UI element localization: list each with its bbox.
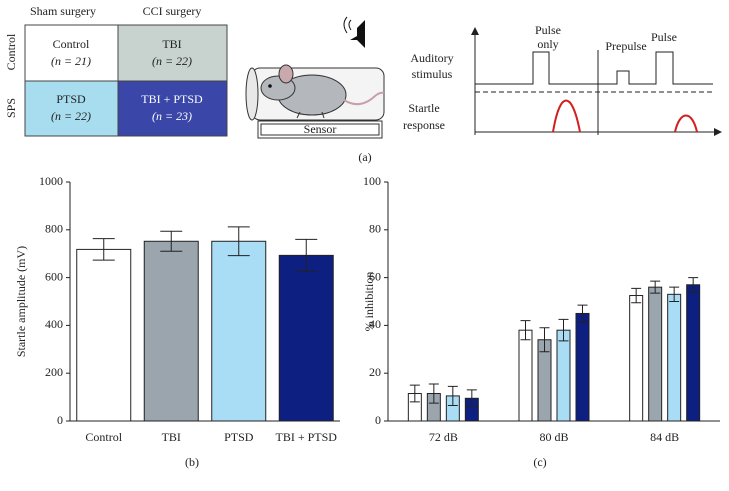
y-tick-label: 80 — [369, 222, 381, 236]
error-bar — [295, 238, 318, 272]
error-bar — [650, 280, 661, 294]
bar — [556, 329, 571, 422]
stimulus-diagram — [471, 27, 722, 136]
diagram-label: response — [403, 118, 445, 132]
x-tick-label: 72 dB — [429, 430, 458, 444]
y-tick-label: 0 — [375, 413, 381, 427]
bar — [629, 295, 644, 422]
panel-caption: (c) — [533, 455, 546, 469]
y-axis-label: Startle amplitude (mV) — [14, 246, 28, 357]
mouse-illustration — [245, 16, 385, 139]
cell-group: TBI + PTSD — [141, 92, 203, 106]
diagram-label: stimulus — [412, 67, 453, 81]
diagram-label: Pulse — [535, 23, 561, 37]
x-tick-label: 84 dB — [650, 430, 679, 444]
bar — [278, 254, 334, 422]
cell-n: (n = 22) — [51, 109, 91, 123]
y-tick-label: 400 — [45, 317, 63, 331]
diagram-label: Startle — [408, 101, 439, 115]
error-bar — [669, 286, 680, 302]
error-bar — [227, 226, 250, 257]
column-header: CCI surgery — [143, 4, 202, 18]
error-bar — [466, 389, 477, 408]
bar — [575, 312, 590, 422]
error-bar — [558, 318, 569, 342]
y-tick-label: 60 — [369, 269, 381, 283]
x-tick-label: TBI + PTSD — [276, 430, 338, 444]
bar — [648, 286, 663, 422]
sensor-label: Sensor — [304, 122, 337, 136]
diagram-label: only — [537, 37, 558, 51]
error-bar — [428, 383, 439, 404]
cell-n: (n = 22) — [152, 54, 192, 68]
diagram-label: Prepulse — [605, 39, 646, 53]
y-axis-label: % inhibition — [362, 272, 376, 332]
cell-n: (n = 23) — [152, 109, 192, 123]
panel-caption: (a) — [358, 150, 371, 164]
row-header: SPS — [4, 98, 18, 118]
error-bar — [160, 230, 183, 252]
bar — [211, 240, 267, 422]
error-bar — [447, 385, 458, 406]
cell-group: TBI — [162, 37, 181, 51]
cell — [24, 24, 119, 82]
diagram-label: Pulse — [651, 30, 677, 44]
error-bar — [688, 277, 699, 293]
y-tick-label: 1000 — [39, 174, 63, 188]
y-tick-label: 100 — [363, 174, 381, 188]
bar — [143, 240, 199, 422]
cell — [117, 80, 228, 137]
bar — [686, 284, 701, 422]
bar — [667, 293, 682, 422]
error-bar — [539, 327, 550, 353]
x-tick-label: TBI — [162, 430, 181, 444]
x-tick-label: Control — [85, 430, 122, 444]
column-header: Sham surgery — [30, 4, 96, 18]
bar — [518, 329, 533, 422]
x-tick-label: PTSD — [224, 430, 254, 444]
y-tick-label: 20 — [369, 365, 381, 379]
error-bar — [520, 320, 531, 341]
x-tick-label: 80 dB — [539, 430, 568, 444]
bar — [76, 248, 132, 422]
error-bar — [409, 384, 420, 403]
cell-group: Control — [53, 37, 90, 51]
diagram-label: Auditory — [410, 51, 453, 65]
panel-caption: (b) — [185, 455, 199, 469]
y-tick-label: 0 — [57, 413, 63, 427]
cell-group: PTSD — [56, 92, 86, 106]
row-header: Control — [4, 33, 18, 70]
cell-n: (n = 21) — [51, 54, 91, 68]
error-bar — [92, 238, 115, 261]
y-tick-label: 40 — [369, 317, 381, 331]
y-tick-label: 600 — [45, 269, 63, 283]
y-tick-label: 800 — [45, 222, 63, 236]
cell — [24, 80, 119, 137]
error-bar — [577, 304, 588, 323]
cell — [117, 24, 228, 82]
y-tick-label: 200 — [45, 365, 63, 379]
error-bar — [631, 287, 642, 304]
